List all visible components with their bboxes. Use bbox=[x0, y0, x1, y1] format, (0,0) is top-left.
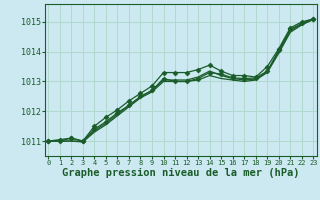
X-axis label: Graphe pression niveau de la mer (hPa): Graphe pression niveau de la mer (hPa) bbox=[62, 168, 300, 178]
